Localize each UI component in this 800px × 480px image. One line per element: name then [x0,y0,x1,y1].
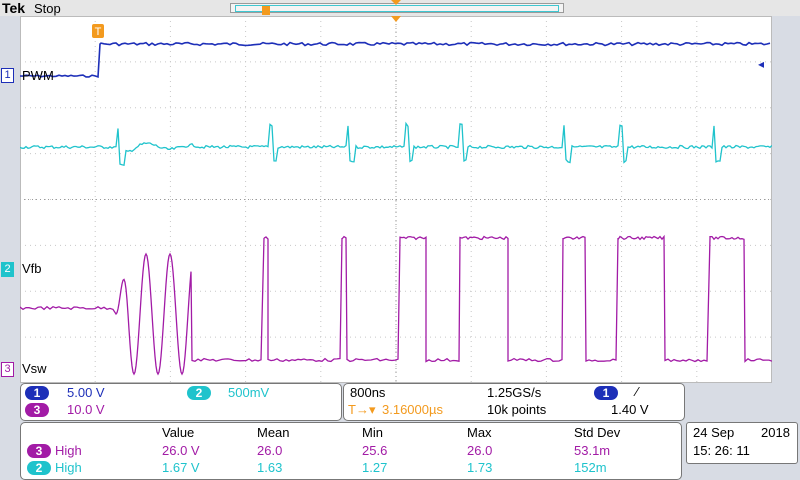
graticule [20,16,772,383]
time: 15: 26: 11 [693,443,750,458]
date: 24 Sep [693,425,735,440]
ch3-scale-value: 10.0 V [67,402,105,417]
meas-header-std-dev: Std Dev [574,425,621,440]
time-per-division: 800ns [350,385,386,400]
trigger-position-icon: T→▾ [348,402,376,417]
meas-row1-min: 25.6 [362,443,388,458]
meas-row1-std-dev: 53.1m [574,443,611,458]
ch2-scale-value: 500mV [228,385,270,400]
meas-row2-value: 1.67 V [162,460,200,475]
ch2-label: Vfb [22,261,42,276]
ch1-scale-value: 5.00 V [67,385,105,400]
sample-rate: 1.25GS/s [487,385,542,400]
waveform-canvas[interactable]: T ◂ [19,16,773,383]
meas-row2-channel-badge: 2 [27,461,51,475]
measurement-panel[interactable]: Value Mean Min Max Std Dev 3 High 26.0 V… [20,422,682,480]
year: 2018 [761,425,790,440]
ch1-label: PWM [22,68,54,83]
ch3-label: Vsw [22,361,47,376]
acquisition-state: Stop [34,1,61,16]
trigger-t-marker[interactable]: T [92,24,104,38]
ch2-marker[interactable]: 2 [1,262,14,277]
ch1-waveform [19,41,771,78]
trigger-level: 1.40 V [611,402,649,417]
trigger-source-badge[interactable]: 1 [594,386,618,400]
svg-text:T: T [95,26,102,38]
ch1-marker[interactable]: 1 [1,68,14,83]
trigger-time-marker [391,16,401,22]
meas-row2-max: 1.73 [467,460,493,475]
datetime-panel: 24 Sep 2018 15: 26: 11 [686,422,798,464]
ch1-scale-badge[interactable]: 1 [25,386,49,400]
meas-row1-name: High [55,443,82,458]
brand-logo: Tek [2,0,26,16]
trigger-position-marker[interactable] [391,0,401,5]
ch3-waveform [19,234,773,376]
waveform-display[interactable]: T ◂ [19,16,773,383]
meas-header-min: Min [362,425,383,440]
trigger-position-value: 3.16000µs [382,402,443,417]
meas-row1-mean: 26.0 [257,443,283,458]
top-status-bar: Tek Stop [0,0,800,16]
meas-row2-name: High [55,460,82,475]
top-markers [262,0,401,15]
meas-header-mean: Mean [257,425,290,440]
ch2-scale-badge[interactable]: 2 [187,386,211,400]
meas-row1-max: 26.0 [467,443,493,458]
meas-row1-value: 26.0 V [162,443,200,458]
trigger-slope-icon: ∕ [636,384,639,399]
ch3-scale-badge[interactable]: 3 [25,403,49,417]
ch2-waveform [19,121,773,167]
vertical-scale-panel[interactable]: 1 5.00 V 2 500mV 3 10.0 V [20,383,342,421]
meas-row2-mean: 1.63 [257,460,283,475]
meas-header-value: Value [162,425,195,440]
record-length: 10k points [487,402,547,417]
trigger-level-arrow[interactable]: ◂ [758,57,764,71]
meas-row2-std-dev: 152m [574,460,607,475]
ch3-marker[interactable]: 3 [1,362,14,377]
meas-row2-min: 1.27 [362,460,388,475]
record-view-window[interactable] [235,5,559,12]
meas-row1-channel-badge: 3 [27,444,51,458]
timebase-panel[interactable]: 800ns 1.25GS/s 1 ∕ T→▾ 3.16000µs 10k poi… [343,383,685,421]
meas-header-max: Max [467,425,492,440]
record-trigger-marker [262,6,270,15]
